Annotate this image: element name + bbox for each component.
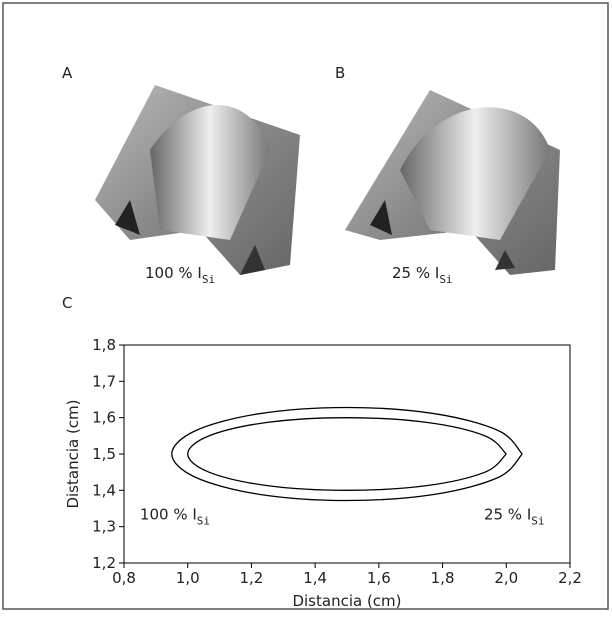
annotation-sub: Si: [197, 514, 210, 527]
x-tick-label: 1,2: [239, 569, 263, 587]
y-tick-label: 1,6: [92, 409, 116, 427]
surface-b: [345, 90, 560, 275]
annotation: 100 % ISi: [140, 505, 210, 527]
y-tick-label: 1,3: [92, 518, 116, 536]
figure: A B 100 % ISi 25 % ISi C Distancia (cm) …: [0, 0, 612, 613]
y-axis-label: Distancia (cm): [64, 399, 82, 508]
x-tick-label: 1,0: [176, 569, 200, 587]
caption-sub: Si: [439, 273, 452, 286]
x-tick-label: 2,2: [558, 569, 582, 587]
caption: 100 % ISi: [145, 264, 215, 286]
x-tick-label: 2,0: [494, 569, 518, 587]
panel-label: B: [335, 64, 345, 82]
x-axis-label: Distancia (cm): [292, 592, 401, 610]
annotation: 25 % ISi: [484, 505, 545, 527]
x-tick-label: 1,4: [303, 569, 327, 587]
caption-sub: Si: [202, 273, 215, 286]
panel-label: C: [62, 294, 72, 312]
contour: [172, 407, 522, 500]
y-tick-label: 1,7: [92, 372, 116, 390]
y-tick-label: 1,5: [92, 445, 116, 463]
surface-a: [95, 85, 300, 275]
caption: 25 % ISi: [392, 264, 453, 286]
x-tick-label: 1,8: [431, 569, 455, 587]
plot-frame: [124, 345, 570, 563]
caption-text: 100 % I: [145, 264, 202, 282]
annotation-sub: Si: [531, 514, 544, 527]
annotation-text: 25 % I: [484, 505, 531, 523]
panel-label: A: [62, 64, 73, 82]
contour: [188, 418, 507, 491]
annotation-text: 100 % I: [140, 505, 197, 523]
caption-text: 25 % I: [392, 264, 439, 282]
y-tick-label: 1,8: [92, 336, 116, 354]
x-tick-label: 1,6: [367, 569, 391, 587]
y-tick-label: 1,4: [92, 481, 116, 499]
y-tick-label: 1,2: [92, 554, 116, 572]
